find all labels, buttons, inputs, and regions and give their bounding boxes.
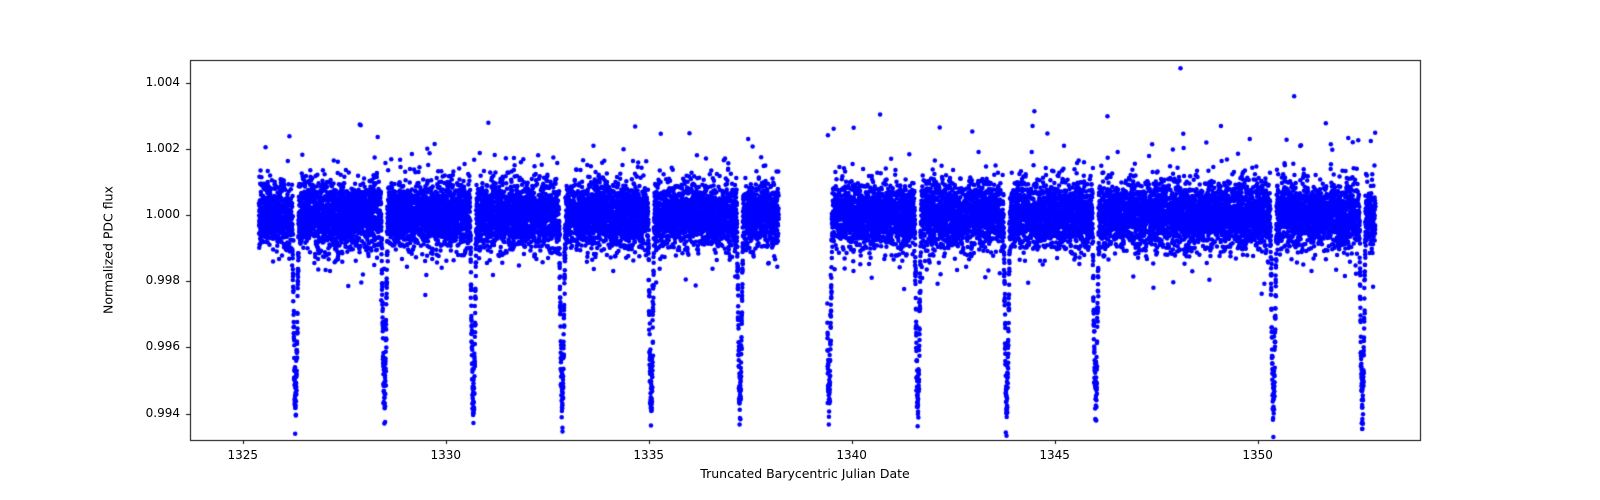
x-tick-label: 1345 (1035, 448, 1075, 462)
x-tick-label: 1335 (629, 448, 669, 462)
x-axis-label: Truncated Barycentric Julian Date (685, 466, 925, 481)
figure: 1325 1330 1335 1340 1345 1350 0.994 0.996 0.998 1… (0, 0, 1600, 500)
x-tick-label: 1330 (426, 448, 466, 462)
y-tick-label: 0.996 (136, 339, 180, 353)
x-tick-label: 1350 (1238, 448, 1278, 462)
x-tick-label: 1325 (223, 448, 263, 462)
y-axis-label: Normalized PDC flux (101, 186, 116, 314)
light-curve-scatter (0, 0, 1600, 500)
x-tick-label: 1340 (832, 448, 872, 462)
y-tick-label: 1.002 (136, 141, 180, 155)
y-tick-label: 1.004 (136, 75, 180, 89)
y-tick-label: 1.000 (136, 207, 180, 221)
y-tick-label: 0.998 (136, 273, 180, 287)
y-tick-label: 0.994 (136, 406, 180, 420)
